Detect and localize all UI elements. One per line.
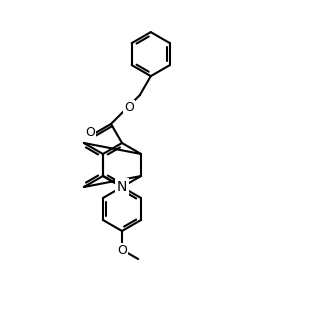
Text: O: O [124,101,134,114]
Text: N: N [117,180,127,194]
Text: O: O [117,244,127,257]
Text: O: O [85,126,95,139]
